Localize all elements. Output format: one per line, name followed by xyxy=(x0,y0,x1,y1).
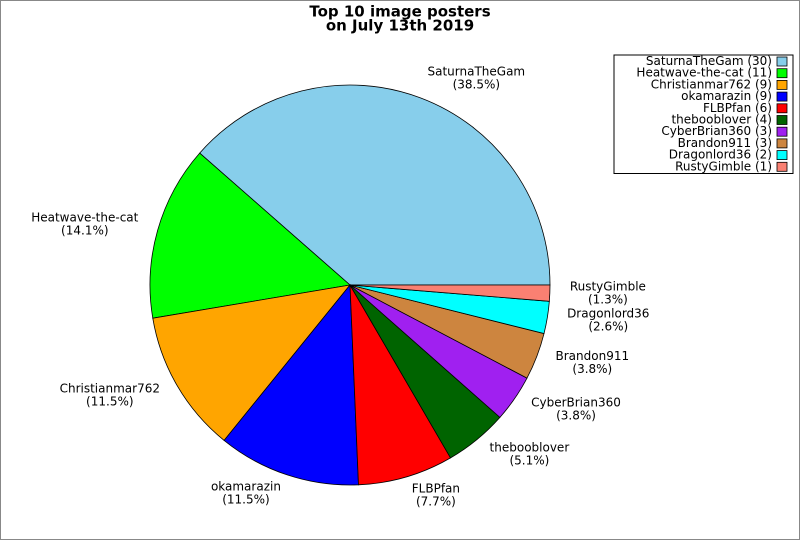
legend-label: FLBPfan (6) xyxy=(703,101,772,115)
legend-box xyxy=(613,54,794,174)
slice-label: SaturnaTheGam xyxy=(428,65,526,79)
legend-label: Christianmar762 (9) xyxy=(651,77,772,91)
slice-value-label: (2.6%) xyxy=(588,319,628,333)
legend-swatch xyxy=(776,68,788,79)
slice-label: Christianmar762 xyxy=(60,381,160,395)
chart-title: Top 10 image posters xyxy=(309,3,490,21)
slice-label: CyberBrian360 xyxy=(531,395,621,409)
legend-swatch xyxy=(776,161,788,172)
legend-label: SaturnaTheGam (30) xyxy=(646,54,772,68)
legend-swatch xyxy=(776,80,788,90)
legend-swatch xyxy=(776,126,788,137)
legend-swatch xyxy=(776,150,788,161)
legend-swatch xyxy=(776,103,788,114)
legend-swatch xyxy=(776,138,788,149)
pie-slice xyxy=(223,283,359,486)
slice-value-label: (1.3%) xyxy=(588,292,628,306)
legend-swatch xyxy=(776,115,788,125)
slice-label: Brandon911 xyxy=(556,349,630,363)
legend-label: Dragonlord36 (2) xyxy=(669,148,772,162)
legend-label: CyberBrian360 (3) xyxy=(661,124,772,138)
pie-slice xyxy=(152,284,351,441)
slice-value-label: (3.8%) xyxy=(572,362,612,376)
slice-value-label: (14.1%) xyxy=(61,223,108,237)
legend-label: Heatwave-the-cat (11) xyxy=(636,66,772,80)
legend-swatch xyxy=(776,91,788,102)
slice-label: FLBPfan xyxy=(412,482,460,496)
legend-swatch xyxy=(776,56,788,67)
slice-label: okamarazin xyxy=(211,479,281,493)
legend-label: okamarazin (9) xyxy=(681,89,772,103)
slice-label: Dragonlord36 xyxy=(567,306,649,320)
legend-label: Brandon911 (3) xyxy=(678,136,772,150)
slice-value-label: (3.8%) xyxy=(556,408,596,422)
slice-value-label: (38.5%) xyxy=(453,78,500,92)
legend-label: RustyGimble (1) xyxy=(675,159,772,173)
slice-value-label: (11.5%) xyxy=(222,492,269,506)
pie-slice xyxy=(349,284,551,302)
pie-slice xyxy=(349,284,452,486)
slice-label: Heatwave-the-cat xyxy=(31,210,138,224)
slice-value-label: (5.1%) xyxy=(509,454,549,468)
slice-label: RustyGimble xyxy=(570,279,646,293)
slice-value-label: (7.7%) xyxy=(416,495,456,509)
slice-label: thebooblover xyxy=(490,441,570,455)
pie-slice xyxy=(199,84,551,286)
chart-subtitle: on July 13th 2019 xyxy=(326,17,474,35)
legend-label: thebooblover (4) xyxy=(671,113,772,127)
pie-slice xyxy=(149,152,351,319)
slice-value-label: (11.5%) xyxy=(86,394,133,408)
